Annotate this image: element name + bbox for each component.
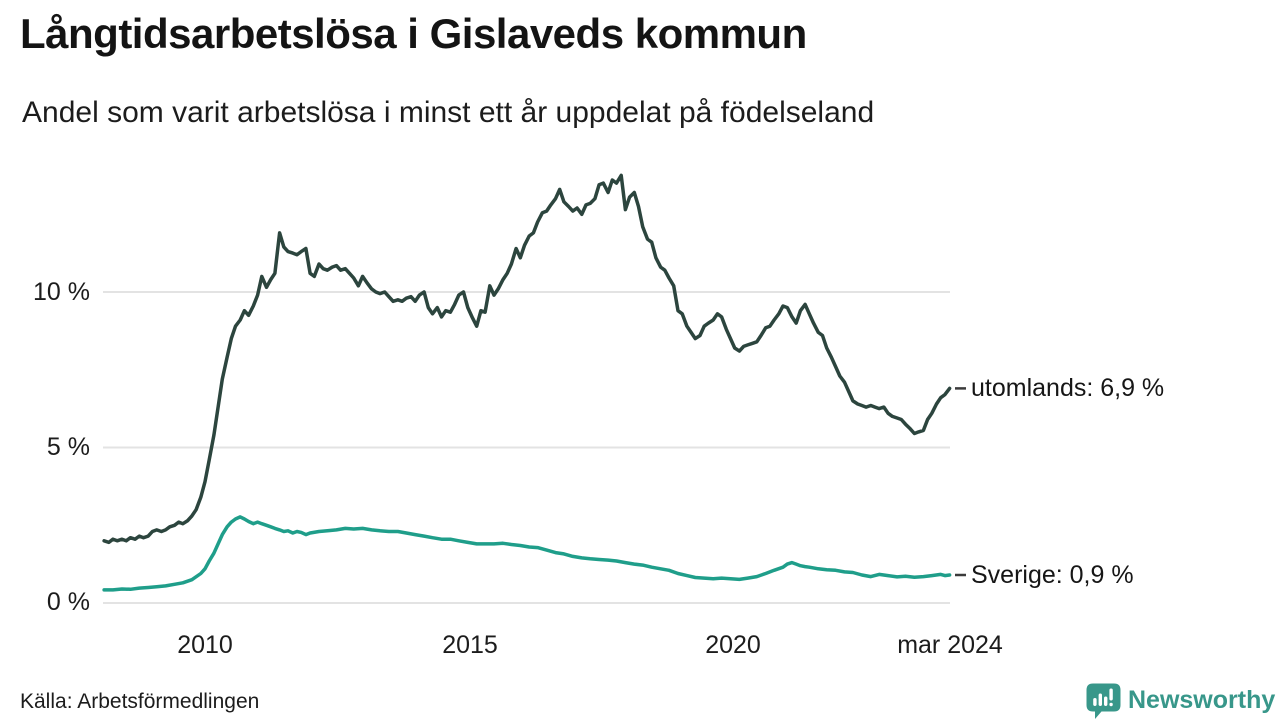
chart-title: Långtidsarbetslösa i Gislaveds kommun bbox=[20, 10, 807, 57]
source-note: Källa: Arbetsförmedlingen bbox=[20, 690, 260, 713]
newsworthy-wordmark: Newsworthy bbox=[1128, 686, 1276, 714]
x-axis-tick-2015: 2015 bbox=[442, 631, 498, 659]
x-axis-tick-2010: 2010 bbox=[177, 631, 233, 659]
x-axis-tick-mar-2024: mar 2024 bbox=[897, 631, 1003, 659]
bar-chart-speech-bubble-icon bbox=[1086, 683, 1121, 719]
y-axis-tick-10: 10 % bbox=[33, 278, 90, 306]
y-axis-tick-0: 0 % bbox=[46, 588, 90, 616]
series-label-sverige: Sverige: 0,9 % bbox=[971, 561, 1134, 589]
x-axis-tick-2020: 2020 bbox=[705, 631, 761, 659]
series-label-utomlands: utomlands: 6,9 % bbox=[971, 374, 1165, 402]
chart-subtitle: Andel som varit arbetslösa i minst ett å… bbox=[22, 96, 875, 129]
newsworthy-logo[interactable]: Newsworthy bbox=[1086, 683, 1275, 720]
y-axis-tick-5: 5 % bbox=[46, 433, 90, 461]
